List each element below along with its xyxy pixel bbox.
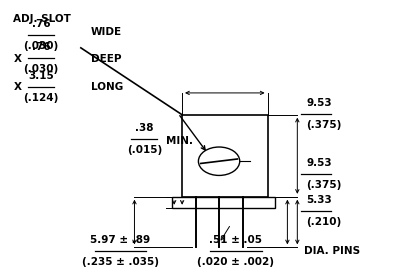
Text: 9.53: 9.53 <box>306 158 332 168</box>
Text: X: X <box>13 54 21 64</box>
Text: (.210): (.210) <box>306 217 342 227</box>
Text: (.375): (.375) <box>306 120 342 130</box>
Text: 3.15: 3.15 <box>28 71 54 81</box>
Text: (.375): (.375) <box>306 180 342 190</box>
Text: LONG: LONG <box>91 83 123 92</box>
Text: .51 ± .05: .51 ± .05 <box>209 235 262 245</box>
Text: WIDE: WIDE <box>91 27 122 37</box>
Bar <box>182 115 268 197</box>
Text: .76: .76 <box>32 42 50 52</box>
Text: 5.33: 5.33 <box>306 195 332 205</box>
Text: (.020 ± .002): (.020 ± .002) <box>197 257 274 267</box>
Text: DIA. PINS: DIA. PINS <box>304 246 360 256</box>
Text: (.030): (.030) <box>24 41 59 51</box>
Bar <box>172 197 276 208</box>
Text: 9.53: 9.53 <box>306 98 332 108</box>
Circle shape <box>198 147 240 176</box>
Text: (.124): (.124) <box>24 93 59 103</box>
Text: .38: .38 <box>135 123 154 132</box>
Text: (.030): (.030) <box>24 64 59 74</box>
Text: (.235 ± .035): (.235 ± .035) <box>82 257 159 267</box>
Text: ADJ. SLOT: ADJ. SLOT <box>13 14 71 24</box>
Text: .76: .76 <box>32 19 50 29</box>
Text: 5.97 ± .89: 5.97 ± .89 <box>90 235 151 245</box>
Text: X: X <box>13 83 21 92</box>
Text: (.015): (.015) <box>127 145 162 155</box>
Text: DEEP: DEEP <box>91 54 121 64</box>
Text: MIN.: MIN. <box>166 136 193 146</box>
